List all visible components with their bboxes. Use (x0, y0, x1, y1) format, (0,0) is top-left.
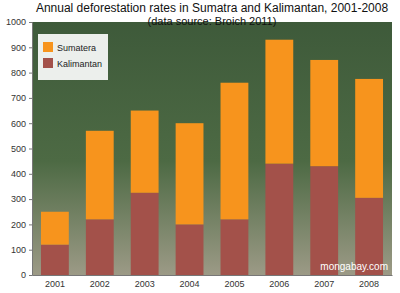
y-tick-mark (29, 275, 32, 276)
bar (265, 40, 293, 164)
legend-box (38, 34, 108, 80)
chart: 0 100 200 300 400 500 600 700 800 900 1000 2001 2002… (0, 0, 400, 293)
bar (41, 212, 69, 245)
x-tick-label: 2001 (45, 279, 65, 289)
bar (310, 166, 338, 275)
bar (221, 83, 249, 220)
x-tick: 2006 (269, 275, 289, 289)
plot-background (32, 22, 392, 275)
bar (86, 131, 114, 220)
legend-label: Kalimantan (57, 59, 102, 69)
title: Annual deforestation rates in Sumatra an… (36, 1, 389, 15)
annotation: mongabay.com (320, 261, 388, 272)
bar (41, 245, 69, 275)
y-tick-mark (29, 73, 32, 74)
background (0, 0, 400, 293)
x-tick-label: 2008 (359, 279, 379, 289)
bar (176, 224, 204, 275)
x-tick-label: 2007 (314, 279, 334, 289)
y-tick-mark (29, 123, 32, 124)
y-tick-label: 400 (11, 169, 26, 179)
bar (86, 219, 114, 275)
x-tick: 2008 (359, 275, 379, 289)
y-tick: 800 (11, 68, 32, 78)
x-tick: 2004 (180, 275, 200, 289)
y-tick-label: 100 (11, 245, 26, 255)
y-tick-label: 300 (11, 194, 26, 204)
y-tick: 600 (11, 119, 32, 129)
bar (310, 60, 338, 166)
x-tick-label: 2004 (180, 279, 200, 289)
bar (176, 123, 204, 224)
y-tick: 1000 (6, 17, 32, 27)
y-tick: 900 (11, 43, 32, 53)
y-tick-mark (29, 250, 32, 251)
y-tick: 300 (11, 194, 32, 204)
y-tick-label: 200 (11, 220, 26, 230)
y-tick-label: 1000 (6, 17, 26, 27)
y-tick-label: 0 (21, 270, 26, 280)
x-tick: 2002 (90, 275, 110, 289)
bar (265, 164, 293, 275)
x-tick: 2007 (314, 275, 334, 289)
y-tick: 400 (11, 169, 32, 179)
y-tick-mark (29, 47, 32, 48)
y-tick-label: 900 (11, 43, 26, 53)
y-axis-line (29, 23, 33, 276)
y-tick-label: 800 (11, 68, 26, 78)
x-axis: 2001 2002 2003 2004 2005 2006 2007 2008 (33, 275, 393, 289)
y-tick: 700 (11, 93, 32, 103)
y-tick-mark (29, 98, 32, 99)
x-tick-label: 2005 (224, 279, 244, 289)
y-tick: 100 (11, 245, 32, 255)
x-axis-line (33, 275, 393, 276)
bar (221, 219, 249, 275)
y-tick-label: 700 (11, 93, 26, 103)
x-tick: 2001 (45, 275, 65, 289)
y-tick-mark (29, 174, 32, 175)
y-tick-label: 600 (11, 119, 26, 129)
y-tick: 200 (11, 220, 32, 230)
y-axis: 0 100 200 300 400 500 600 700 800 900 1000 (6, 17, 33, 280)
x-tick: 2005 (224, 275, 244, 289)
y-tick: 500 (11, 144, 32, 154)
x-tick-label: 2002 (90, 279, 110, 289)
subtitle: (data source: Broich 2011) (148, 15, 277, 27)
y-tick-mark (29, 199, 32, 200)
legend-swatch (43, 58, 53, 68)
x-tick: 2003 (135, 275, 155, 289)
legend-swatch (43, 42, 53, 52)
bar (131, 193, 159, 275)
y-tick-label: 500 (11, 144, 26, 154)
bar (355, 79, 383, 198)
legend: Sumatera Kalimantan (38, 34, 108, 80)
y-tick: 0 (21, 270, 32, 280)
y-tick-mark (29, 149, 32, 150)
y-tick-mark (29, 22, 32, 23)
y-tick-mark (29, 224, 32, 225)
legend-label: Sumatera (57, 43, 96, 53)
x-tick-label: 2003 (135, 279, 155, 289)
x-tick-label: 2006 (269, 279, 289, 289)
bar (131, 111, 159, 193)
